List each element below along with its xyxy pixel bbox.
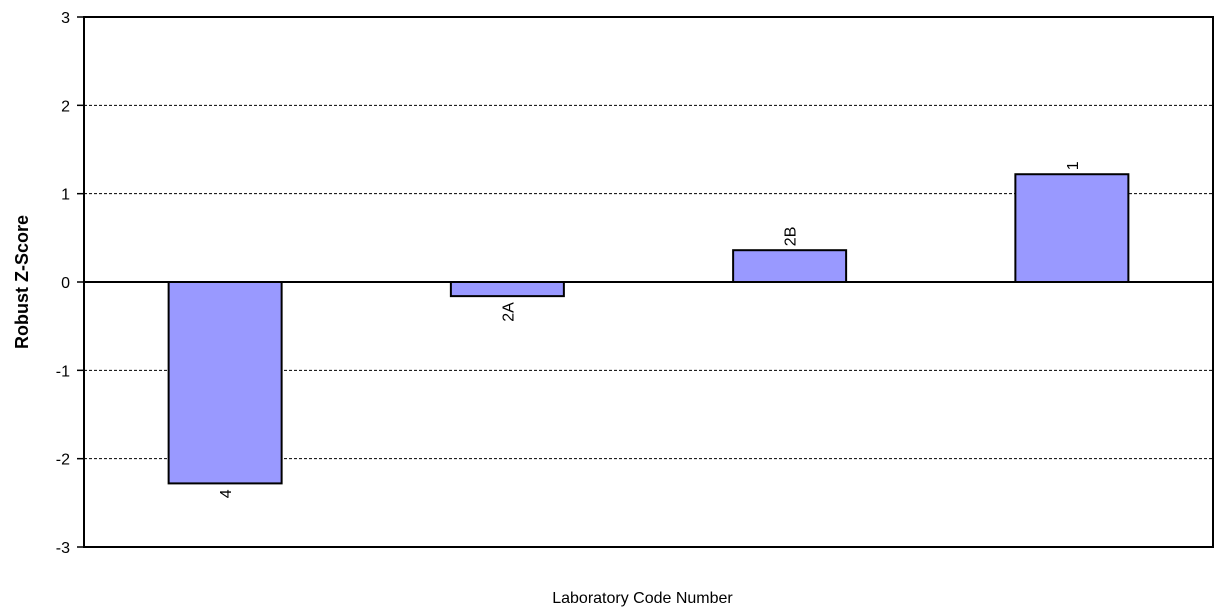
y-tick-label: -2 — [56, 452, 70, 469]
y-axis-title: Robust Z-Score — [12, 215, 32, 349]
bar-labels: 4 2A 2B 1 — [218, 161, 1082, 498]
x-axis-title: Laboratory Code Number — [552, 590, 733, 607]
bar-label: 1 — [1065, 161, 1082, 170]
y-tick-label: 1 — [61, 187, 70, 204]
y-tick-label: 0 — [61, 275, 70, 292]
bar-label: 2A — [500, 302, 517, 322]
y-tick-label: -3 — [56, 540, 70, 557]
y-axis-ticks: 3 2 1 0 -1 -2 -3 — [56, 10, 84, 557]
bar-4 — [167, 281, 283, 485]
bar-1 — [1014, 173, 1130, 284]
y-tick-label: 3 — [61, 10, 70, 27]
bar-2a — [449, 281, 565, 298]
y-tick-label: 2 — [61, 98, 70, 115]
bars — [167, 173, 1130, 485]
y-tick-label: -1 — [56, 363, 70, 380]
bar-label: 4 — [218, 489, 235, 498]
bar-label: 2B — [783, 227, 800, 247]
bar-2b — [732, 249, 848, 283]
